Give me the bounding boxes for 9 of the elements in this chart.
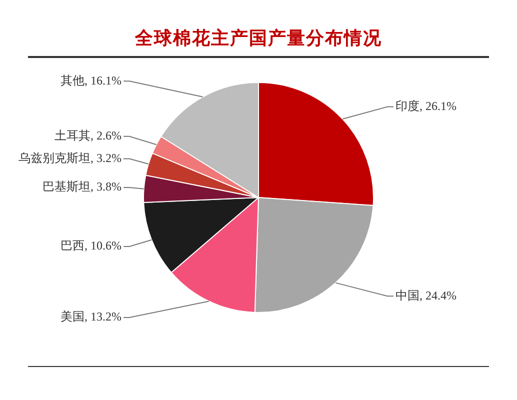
slice-label: 中国, 24.4% xyxy=(396,288,456,302)
slice-label: 美国, 13.2% xyxy=(60,310,122,324)
slice-label: 乌兹别克斯坦, 3.2% xyxy=(18,150,122,165)
slice-label: 巴西, 10.6% xyxy=(60,238,122,253)
chart-title: 全球棉花主产国产量分布情况 xyxy=(134,27,383,50)
slice-label: 印度, 26.1% xyxy=(396,98,456,113)
slice-label: 其他, 16.1% xyxy=(60,73,122,88)
slice-label: 巴基斯坦, 3.8% xyxy=(42,180,122,194)
slice-label: 土耳其, 2.6% xyxy=(54,128,122,143)
